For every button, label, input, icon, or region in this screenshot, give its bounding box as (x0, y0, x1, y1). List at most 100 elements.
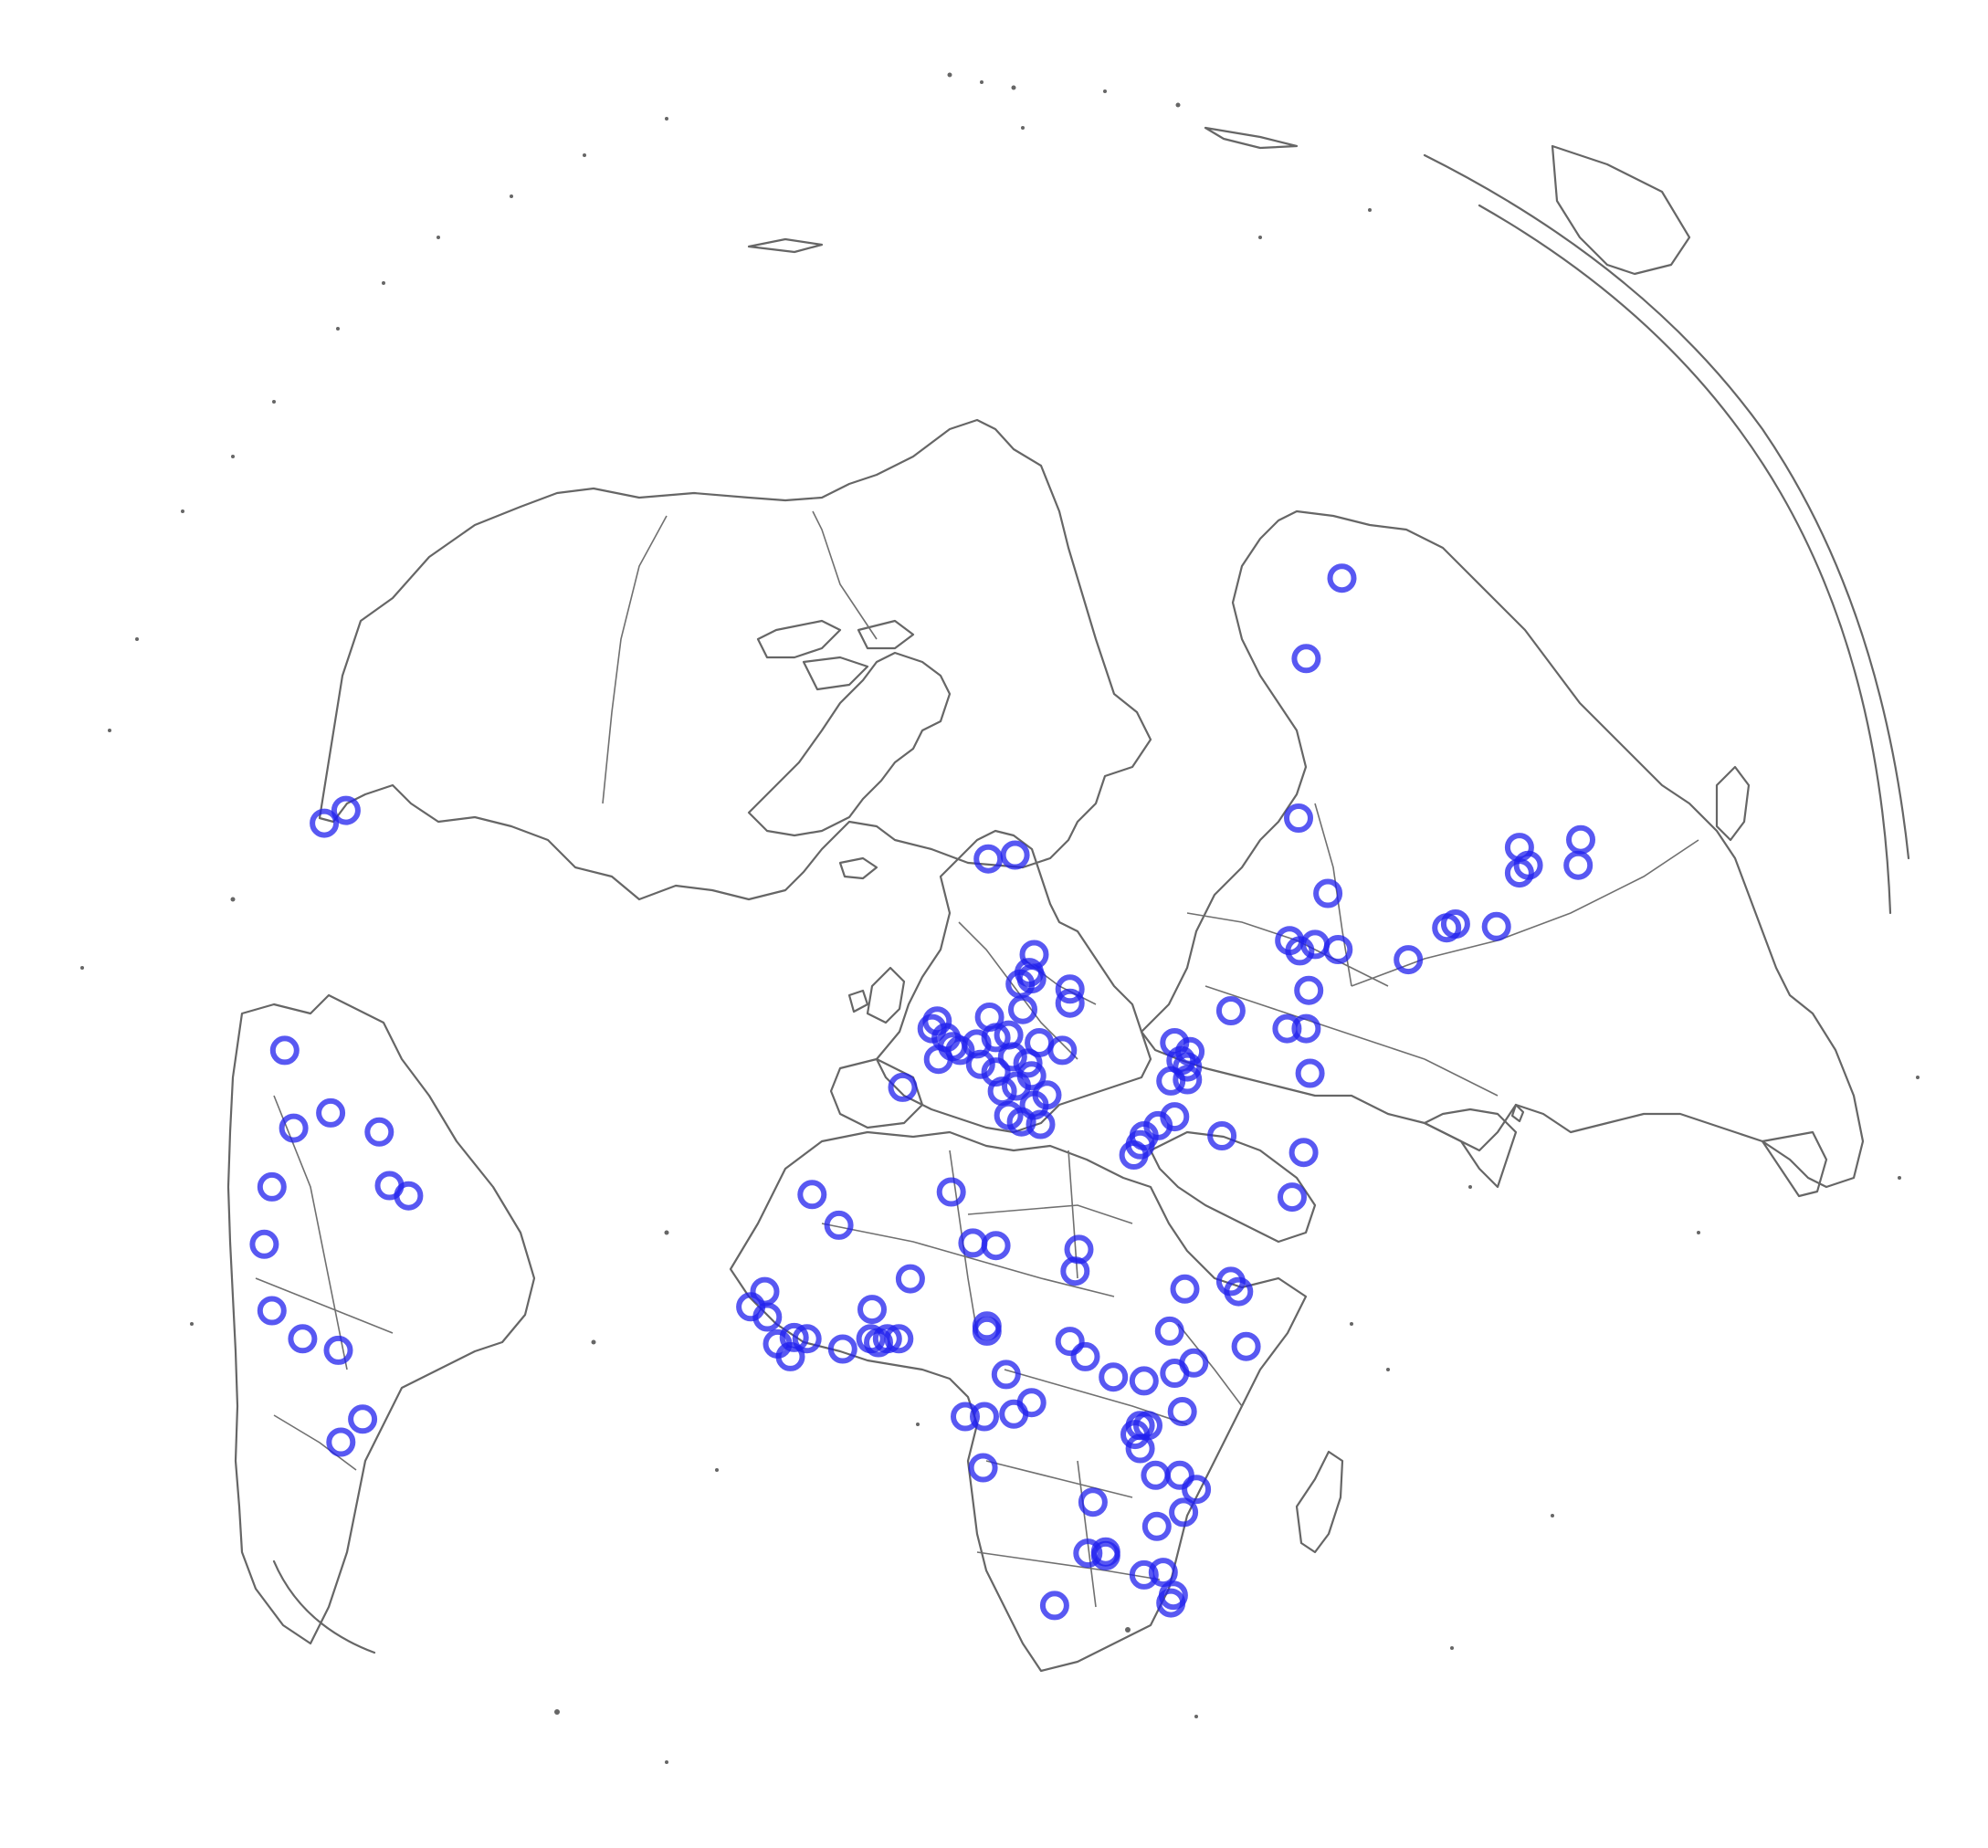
border-line (812, 510, 878, 640)
location-marker (1394, 945, 1424, 975)
islet (1697, 1231, 1700, 1234)
location-marker (1182, 1475, 1212, 1505)
location-marker (1090, 1540, 1120, 1570)
islet (947, 72, 952, 78)
islet (583, 153, 586, 157)
location-marker (1440, 909, 1470, 939)
islet (437, 236, 440, 239)
outer-limb-arc-inner (1478, 204, 1892, 915)
islet (665, 117, 668, 121)
location-marker (797, 1180, 827, 1210)
islet (80, 966, 84, 970)
location-marker (1125, 1433, 1155, 1464)
location-marker (1148, 1558, 1178, 1588)
location-marker (1141, 1511, 1172, 1541)
location-marker (763, 1328, 793, 1359)
border-line (1177, 1323, 1243, 1407)
location-marker (394, 1181, 424, 1211)
location-marker (895, 1264, 925, 1294)
location-marker (1278, 1182, 1307, 1213)
border-line (821, 1223, 1115, 1297)
location-marker (1295, 1058, 1325, 1088)
sri-lanka-outline (1510, 1103, 1525, 1123)
location-marker (750, 1276, 780, 1307)
location-marker (884, 1324, 914, 1354)
islet (1194, 1715, 1198, 1718)
north-america-outline (318, 418, 1152, 901)
location-marker (1294, 975, 1324, 1005)
madagascar-outline (1295, 1450, 1344, 1554)
outer-limb-arc-south-america (272, 1559, 376, 1654)
islet (181, 509, 184, 513)
location-marker (1285, 936, 1315, 966)
location-marker (888, 1072, 918, 1102)
border-line (1424, 1058, 1499, 1097)
location-marker (1170, 1274, 1200, 1304)
location-marker (1099, 1362, 1129, 1392)
islet (1350, 1322, 1353, 1326)
border-line (967, 1204, 1133, 1224)
islet (1175, 102, 1181, 108)
islet (1551, 1514, 1554, 1517)
location-marker (1070, 1341, 1100, 1371)
islet (230, 897, 236, 902)
location-marker (310, 808, 340, 838)
location-marker (1167, 1397, 1197, 1426)
islet (231, 455, 235, 458)
islet (1450, 1646, 1454, 1650)
location-marker (981, 1231, 1011, 1261)
islet (108, 729, 111, 732)
arctic-archipelago-outline (756, 619, 915, 691)
south-america-outline (226, 993, 536, 1645)
location-marker (1158, 1580, 1188, 1611)
location-marker (1323, 935, 1353, 964)
location-marker (1173, 1052, 1203, 1082)
islet (382, 281, 385, 285)
islet (1021, 126, 1025, 130)
location-marker (945, 1035, 975, 1066)
location-marker (1129, 1559, 1159, 1590)
location-marker (1141, 1460, 1171, 1490)
location-marker (1000, 840, 1030, 870)
location-marker (824, 1210, 854, 1240)
location-marker (257, 1296, 287, 1326)
islet (190, 1322, 194, 1326)
islet (510, 194, 513, 198)
location-marker (1026, 1109, 1056, 1139)
location-marker (331, 795, 361, 825)
small-islands (80, 72, 1920, 1764)
location-marker (1073, 1538, 1103, 1569)
coastlines (226, 126, 1910, 1673)
islet (1916, 1076, 1920, 1079)
location-marker (981, 1057, 1011, 1087)
australia-limb-outline (1551, 144, 1691, 276)
location-marker (1156, 1066, 1186, 1096)
location-marker (316, 1097, 346, 1128)
location-marker (1064, 1234, 1094, 1265)
location-marker (965, 1049, 995, 1079)
islet (916, 1423, 920, 1426)
border-line (255, 1277, 394, 1334)
location-marker (1563, 850, 1594, 880)
location-marker (1039, 1591, 1069, 1621)
location-marker (970, 1402, 999, 1432)
location-marker (1002, 1071, 1031, 1101)
location-marker (249, 1229, 279, 1259)
location-marker (1481, 911, 1511, 941)
location-marker (1047, 1035, 1078, 1066)
greenland-outline (747, 651, 952, 837)
location-marker (1215, 996, 1246, 1025)
location-marker (348, 1404, 378, 1434)
outer-limb-arc (1423, 153, 1910, 860)
location-marker (951, 1402, 980, 1432)
india-outline (1423, 1108, 1518, 1189)
islet (665, 1760, 668, 1764)
border-line (273, 1414, 357, 1471)
location-marker (997, 1042, 1027, 1072)
location-marker (1169, 1497, 1199, 1528)
location-marker (827, 1334, 857, 1364)
location-marker (1119, 1140, 1149, 1170)
location-marker (288, 1324, 318, 1354)
location-marker (1078, 1487, 1108, 1517)
location-marker (1154, 1316, 1184, 1346)
